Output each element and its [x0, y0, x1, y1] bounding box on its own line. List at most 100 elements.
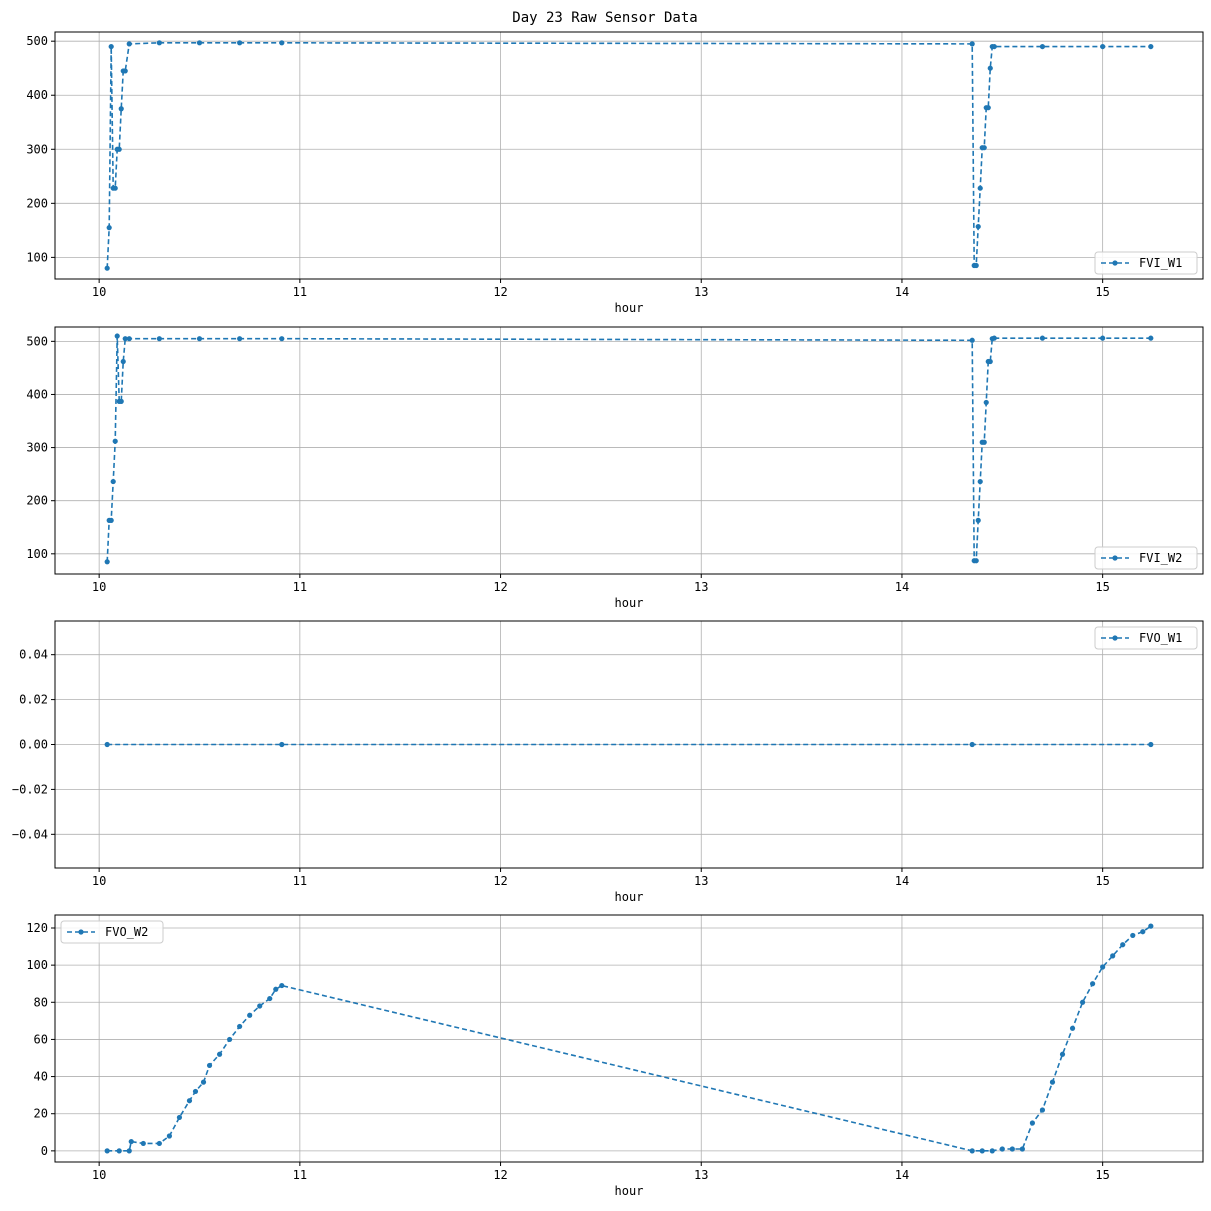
x-axis-label: hour [615, 301, 644, 315]
data-point [122, 68, 128, 74]
data-point [973, 558, 979, 564]
data-point [1110, 953, 1116, 959]
data-point [999, 1146, 1005, 1152]
legend: FVI_W2 [1094, 546, 1198, 570]
data-point [104, 741, 110, 748]
legend-box [1094, 626, 1198, 650]
data-point [206, 1062, 213, 1069]
panel-4: 10 11 12 13 14 15 0 20 40 60 80 100 120 hour FVO_W2 [26, 914, 1204, 1198]
data-point [1059, 1051, 1066, 1057]
legend-box [1094, 546, 1198, 570]
panel-3: 10 11 12 13 14 15 −0.04 −0.02 0.00 0.02 0.04 hour FV… [12, 620, 1204, 904]
data-point [1100, 964, 1106, 970]
data-point [273, 986, 279, 992]
legend: FVO_W2 [60, 920, 164, 944]
legend-marker [1112, 260, 1118, 266]
legend-label: FVI_W2 [1139, 551, 1182, 565]
y-tick-label: 100 [26, 958, 48, 972]
x-tick-label: 11 [293, 874, 307, 888]
x-tick-label: 12 [493, 580, 507, 594]
data-point [247, 1012, 253, 1018]
data-point [186, 1098, 193, 1104]
data-point [1019, 1146, 1025, 1152]
data-point [1100, 335, 1106, 341]
data-point [981, 145, 987, 151]
data-point [1148, 335, 1154, 341]
data-point [257, 1003, 263, 1009]
y-tick-label: 400 [26, 387, 48, 401]
y-tick-label: 200 [26, 196, 48, 210]
data-point [989, 1148, 995, 1154]
data-point [977, 185, 983, 191]
data-point [237, 1023, 243, 1030]
data-point [140, 1140, 146, 1147]
data-point [983, 399, 989, 406]
data-point [279, 741, 285, 748]
data-point [1148, 923, 1154, 929]
data-point [108, 517, 114, 523]
data-point [1069, 1025, 1076, 1031]
data-point [279, 336, 285, 342]
x-tick-label: 14 [895, 580, 909, 594]
data-point [991, 335, 997, 341]
data-point [200, 1079, 207, 1085]
data-point [156, 336, 162, 342]
data-point [1029, 1120, 1036, 1126]
x-tick-label: 15 [1095, 1168, 1109, 1182]
data-point [267, 995, 273, 1002]
data-point [104, 559, 110, 565]
legend-marker [1112, 635, 1118, 641]
data-point [981, 439, 987, 445]
legend: FVI_W1 [1094, 251, 1198, 275]
legend-label: FVO_W1 [1139, 631, 1182, 645]
data-point [973, 262, 979, 269]
data-point [114, 333, 120, 339]
x-tick-label: 15 [1095, 285, 1109, 299]
y-tick-label: 0.00 [19, 738, 48, 752]
data-point [1120, 942, 1126, 948]
x-tick-label: 13 [694, 580, 708, 594]
data-point [166, 1133, 172, 1139]
y-tick-label: 500 [26, 334, 48, 348]
x-tick-label: 12 [493, 874, 507, 888]
series-line-FVO_W2 [107, 925, 1152, 1152]
data-point [979, 1148, 985, 1154]
x-tick-label: 10 [92, 1168, 106, 1182]
data-point [1049, 1079, 1056, 1085]
data-point [126, 336, 132, 342]
data-point [969, 41, 975, 47]
data-point [1039, 43, 1046, 50]
y-tick-label: 60 [34, 1032, 48, 1046]
legend-box [60, 920, 164, 944]
data-point [118, 398, 124, 404]
x-tick-label: 11 [293, 580, 307, 594]
data-point [1148, 741, 1154, 748]
y-tick-label: 0.04 [19, 648, 48, 662]
data-point [120, 358, 126, 365]
data-point [975, 223, 981, 230]
data-point [104, 265, 110, 271]
series-line-FVI_W1 [106, 42, 1151, 269]
data-point [987, 358, 993, 365]
data-point [1148, 43, 1154, 50]
data-point [104, 1148, 110, 1154]
x-tick-label: 14 [895, 285, 909, 299]
data-point [991, 43, 997, 50]
data-point [112, 438, 118, 444]
legend-label: FVO_W2 [105, 925, 148, 939]
data-point [985, 105, 991, 111]
data-point [1039, 335, 1046, 341]
x-tick-label: 14 [895, 874, 909, 888]
data-point [176, 1114, 183, 1121]
data-point [227, 1036, 233, 1043]
x-tick-label: 10 [92, 874, 106, 888]
y-tick-label: 0 [41, 1144, 48, 1158]
data-point [237, 40, 243, 46]
y-tick-label: 80 [34, 995, 48, 1009]
data-point [156, 1140, 162, 1147]
x-tick-label: 10 [92, 580, 106, 594]
data-point [126, 1148, 132, 1154]
x-tick-label: 15 [1095, 874, 1109, 888]
x-tick-label: 11 [293, 1168, 307, 1182]
series-line-FVI_W2 [106, 336, 1151, 562]
